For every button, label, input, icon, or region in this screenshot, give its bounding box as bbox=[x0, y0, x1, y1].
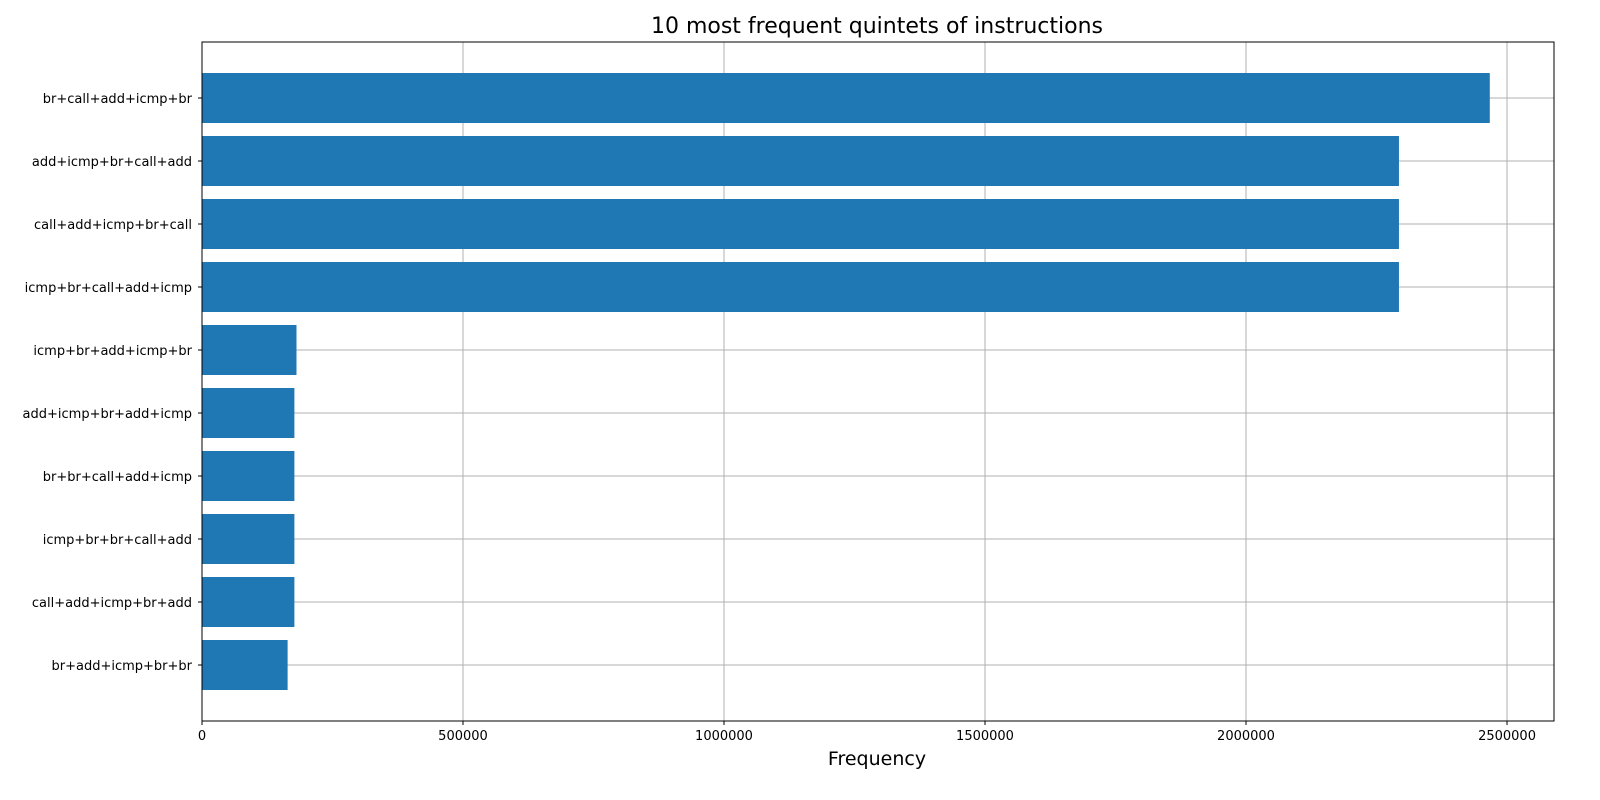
y-tick-label: call+add+icmp+br+call bbox=[34, 218, 192, 233]
bars bbox=[202, 73, 1490, 690]
y-tick-label: call+add+icmp+br+add bbox=[32, 596, 192, 611]
y-tick-label: icmp+br+call+add+icmp bbox=[25, 281, 192, 296]
bar bbox=[202, 136, 1399, 186]
chart-title: 10 most frequent quintets of instruction… bbox=[651, 14, 1103, 39]
y-axis-ticks: br+call+add+icmp+br add+icmp+br+call+add c… bbox=[23, 92, 202, 674]
y-tick-label: br+call+add+icmp+br bbox=[43, 92, 193, 107]
x-tick-label: 0 bbox=[198, 729, 206, 744]
x-tick-label: 2000000 bbox=[1217, 729, 1275, 744]
y-tick-label: br+br+call+add+icmp bbox=[43, 470, 192, 485]
x-axis-ticks: 0 500000 1000000 1500000 2000000 2500000 bbox=[198, 721, 1536, 744]
bar bbox=[202, 514, 295, 564]
x-tick-label: 1000000 bbox=[695, 729, 753, 744]
x-tick-label: 2500000 bbox=[1478, 729, 1536, 744]
y-tick-label: add+icmp+br+add+icmp bbox=[23, 407, 192, 422]
bar bbox=[202, 388, 295, 438]
bar bbox=[202, 73, 1490, 123]
y-tick-label: br+add+icmp+br+br bbox=[51, 659, 192, 674]
y-tick-label: icmp+br+br+call+add bbox=[43, 533, 192, 548]
y-tick-label: icmp+br+add+icmp+br bbox=[33, 344, 192, 359]
y-tick-label: add+icmp+br+call+add bbox=[32, 155, 192, 170]
bar bbox=[202, 640, 288, 690]
x-tick-label: 1500000 bbox=[956, 729, 1014, 744]
bar bbox=[202, 325, 297, 375]
plot-frame bbox=[201, 41, 1555, 722]
bar bbox=[202, 262, 1399, 312]
bar bbox=[202, 451, 295, 501]
bar bbox=[202, 577, 295, 627]
x-axis-label: Frequency bbox=[828, 748, 926, 770]
x-tick-label: 500000 bbox=[438, 729, 488, 744]
bar bbox=[202, 199, 1399, 249]
